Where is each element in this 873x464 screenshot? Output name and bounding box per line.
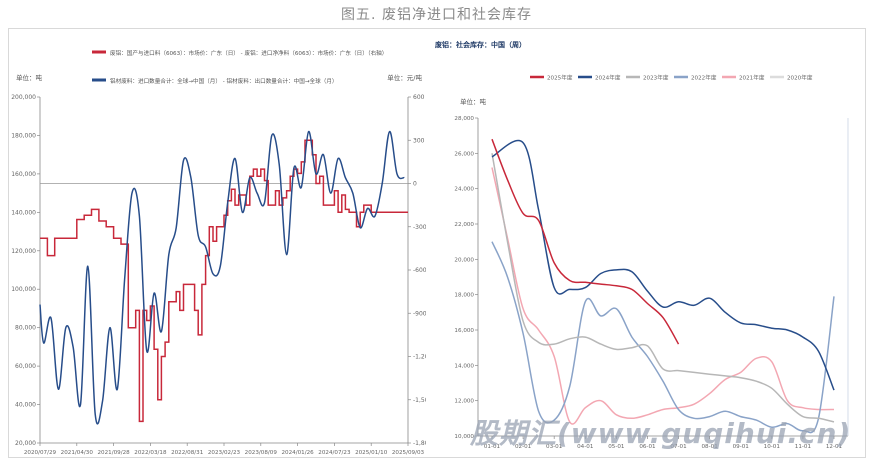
watermark: 股期汇(www.guqihui.cn) <box>470 417 852 450</box>
y-tick-label: 10,000 <box>454 434 474 440</box>
x-tick-label: 2024/01/26 <box>281 450 314 456</box>
left-tick-label: 80,000 <box>15 325 36 332</box>
x-tick-label: 02-01 <box>515 444 532 450</box>
left-tick-label: 200,000 <box>11 94 36 101</box>
x-tick-label: 2025/09/03 <box>392 450 425 456</box>
left-chart: 废铝：国产与进口料（6063）：市场价：广东（日） - 废铝：进口净净料（606… <box>11 49 426 456</box>
right-tick-label: -600 <box>413 267 426 274</box>
y-axis-unit: 单位：吨 <box>460 97 487 106</box>
x-tick-label: 04-01 <box>577 444 594 450</box>
left-tick-label: 60,000 <box>15 363 36 370</box>
series-line-net-import <box>39 130 405 425</box>
x-tick-label: 2020/07/29 <box>24 450 57 456</box>
y-tick-label: 12,000 <box>454 399 474 405</box>
series-line-0 <box>491 138 680 345</box>
x-tick-label: 03-01 <box>546 444 563 450</box>
legend-label-0: 2025年度 <box>547 74 573 82</box>
y-tick-label: 24,000 <box>454 187 474 193</box>
right-axis-unit: 单位：元/吨 <box>387 73 422 82</box>
legend-label-spread: 废铝：国产与进口料（6063）：市场价：广东（日） - 废铝：进口净净料（606… <box>110 49 387 57</box>
legend-label-1: 2024年度 <box>595 74 621 82</box>
y-tick-label: 28,000 <box>454 116 474 122</box>
left-tick-label: 140,000 <box>11 209 36 216</box>
right-tick-label: -900 <box>413 310 426 317</box>
y-tick-label: 26,000 <box>454 151 474 157</box>
legend-label-net-import: 铝材废料：进口数量合计：全球→中国（月） - 铝材废料：出口数量合计：中国→全球… <box>110 77 338 85</box>
x-tick-label: 2025/01/10 <box>355 450 388 456</box>
right-tick-label: -1,200 <box>413 354 426 361</box>
series-line-4 <box>491 167 835 425</box>
figure-title: 图五. 废铝净进口和社会库存 <box>341 7 532 23</box>
x-tick-label: 01-01 <box>484 444 501 450</box>
series-line-1 <box>491 139 835 391</box>
series-line-3 <box>491 241 835 434</box>
right-tick-label: -1,500 <box>413 397 426 404</box>
x-tick-label: 05-01 <box>608 444 625 450</box>
right-chart-title: 废铝：社会库存：中国（周） <box>435 40 526 49</box>
left-tick-label: 100,000 <box>11 286 36 293</box>
right-tick-label: -300 <box>413 224 426 231</box>
y-tick-label: 22,000 <box>454 222 474 228</box>
x-tick-label: 2022/03/18 <box>134 450 167 456</box>
left-axis-unit: 单位：吨 <box>16 73 43 82</box>
right-tick-label: -1,800 <box>413 440 426 447</box>
y-tick-label: 14,000 <box>454 363 474 369</box>
right-tick-label: 0 <box>413 181 417 188</box>
legend-label-4: 2021年度 <box>739 74 765 82</box>
legend-label-5: 2020年度 <box>787 74 813 82</box>
left-tick-label: 120,000 <box>11 248 36 255</box>
legend-label-3: 2022年度 <box>691 74 717 82</box>
x-tick-label: 2021/09/28 <box>97 450 130 456</box>
x-tick-label: 08-01 <box>702 444 719 450</box>
x-tick-label: 2023/02/23 <box>208 450 241 456</box>
x-tick-label: 07-01 <box>670 444 687 450</box>
x-tick-label: 10-01 <box>764 444 781 450</box>
right-chart: 废铝：社会库存：中国（周） 2025年度 2024年度 2023年度 2022年度 202… <box>435 40 849 450</box>
y-tick-label: 18,000 <box>454 293 474 299</box>
legend-label-2: 2023年度 <box>643 74 669 82</box>
x-tick-label: 06-01 <box>639 444 656 450</box>
x-tick-label: 11-01 <box>795 444 812 450</box>
x-tick-label: 2023/08/09 <box>245 450 278 456</box>
x-tick-label: 2021/04/30 <box>61 450 94 456</box>
right-tick-label: 600 <box>413 94 425 101</box>
series-line-2 <box>491 153 835 423</box>
left-tick-label: 40,000 <box>15 402 36 409</box>
x-tick-label: 09-01 <box>733 444 750 450</box>
series-line-spread <box>40 139 408 423</box>
left-tick-label: 160,000 <box>11 171 36 178</box>
x-tick-label: 2022/08/31 <box>171 450 204 456</box>
right-tick-label: 300 <box>413 137 425 144</box>
x-tick-label: 12-01 <box>826 444 843 450</box>
x-tick-label: 2024/07/23 <box>318 450 351 456</box>
chart-frame <box>8 28 866 458</box>
left-tick-label: 20,000 <box>15 440 36 447</box>
left-tick-label: 180,000 <box>11 132 36 139</box>
y-tick-label: 20,000 <box>454 257 474 263</box>
y-tick-label: 16,000 <box>454 328 474 334</box>
